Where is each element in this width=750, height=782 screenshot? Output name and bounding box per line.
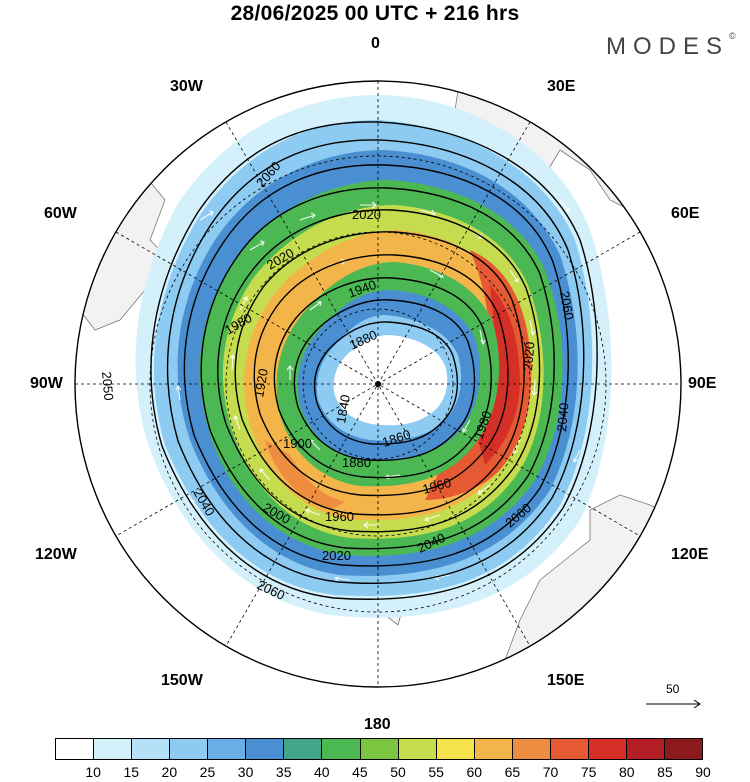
colorbar-swatch [398,739,437,759]
colorbar-tick-label: 35 [275,764,292,780]
colorbar-swatch [284,739,323,759]
contour-label: 2020 [352,207,381,222]
lon-label-120w: 120W [35,546,77,563]
map-border [74,80,682,688]
colorbar-swatch [170,739,209,759]
colorbar-tick-label: 20 [161,764,178,780]
brand-logo: MODES© [606,31,736,61]
colorbar-tick-label: 15 [123,764,140,780]
colorbar-tick-label: 80 [618,764,635,780]
contour-label: 2050 [99,371,116,401]
contour-label: 1960 [325,509,354,524]
colorbar [55,738,703,760]
map-title: 28/06/2025 00 UTC + 216 hrs [230,2,520,25]
pole-marker [375,381,381,387]
contour-label: 1880 [342,455,371,470]
copyright-mark: © [729,31,736,41]
colorbar-tick-label: 85 [657,764,673,780]
colorbar-tick-label: 25 [199,764,216,780]
contour-label: 1840 [333,393,353,424]
lon-label-150e: 150E [547,672,585,689]
colorbar-swatch [550,739,589,759]
colorbar-tick-label: 50 [390,764,406,780]
colorbar-swatch [132,739,171,759]
wind-shading [135,95,612,618]
colorbar-tick-label: 65 [504,764,521,780]
lon-label-120e: 120E [671,546,709,563]
lon-label-30w: 30W [170,78,203,95]
colorbar-tick-label: 90 [695,764,711,780]
lon-label-60e: 60E [671,205,700,222]
contour-label: 2060 [557,290,577,321]
contour-label: 1920 [251,367,271,398]
brand-text: MODES [606,33,730,60]
colorbar-swatch [94,739,133,759]
lon-label-30e: 30E [547,78,576,95]
colorbar-tick-label: 60 [466,764,483,780]
lon-label-150w: 150W [161,672,203,689]
lon-label-90w: 90W [30,375,63,392]
colorbar-swatch [626,739,665,759]
colorbar-swatch [588,739,627,759]
colorbar-swatch [665,739,703,759]
contour-label: 2040 [554,402,571,432]
contour-label: 2020 [322,548,351,563]
lon-label-90e: 90E [688,375,717,392]
colorbar-swatch [322,739,361,759]
colorbar-tick-label: 30 [237,764,254,780]
reference-vector-label: 50 [666,682,680,696]
colorbar-tick-label: 70 [542,764,559,780]
colorbar-tick-label: 40 [314,764,330,780]
height-contours [150,121,598,600]
colorbar-tick-label: 75 [580,764,597,780]
colorbar-tick-label: 55 [428,764,444,780]
colorbar-tick-label: 45 [352,764,368,780]
arrow-right-icon [646,699,701,709]
colorbar-tick-label: 10 [85,764,101,780]
colorbar-swatch [474,739,513,759]
lon-label-0: 0 [371,35,380,52]
contour-label: 1960 [421,475,453,497]
colorbar-ticks: 10 15 20 25 30 35 40 45 50 55 60 65 70 75 80 85 90 [55,764,710,780]
colorbar-swatch [512,739,551,759]
colorbar-swatch [436,739,475,759]
contour-label: 2020 [520,341,537,371]
contour-label: 1900 [283,436,312,451]
colorbar-swatch [360,739,399,759]
lon-label-180: 180 [364,716,391,733]
colorbar-swatch [56,739,95,759]
colorbar-swatch [208,739,247,759]
colorbar-swatch [246,739,285,759]
lon-label-60w: 60W [44,205,77,222]
